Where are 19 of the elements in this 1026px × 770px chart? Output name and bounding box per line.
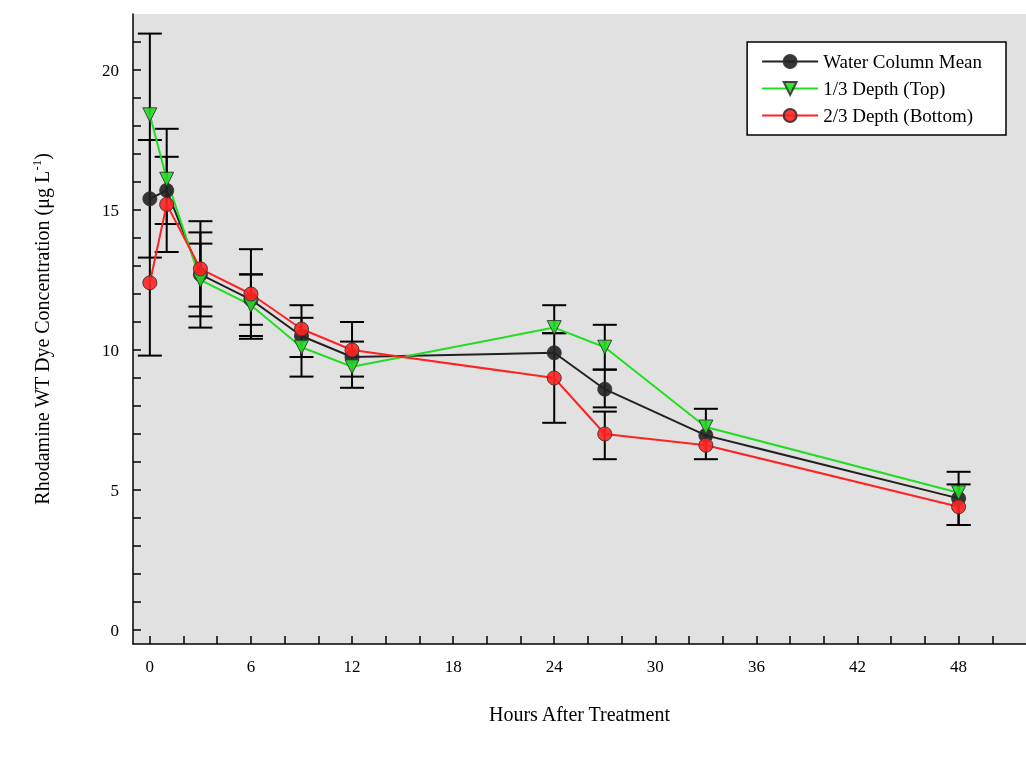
y-tick-label: 15 (102, 200, 119, 220)
x-axis-title: Hours After Treatment (488, 703, 671, 725)
x-tick-label: 6 (246, 657, 256, 676)
x-tick-label: 24 (545, 657, 564, 676)
x-tick-label: 42 (849, 657, 867, 676)
y-axis-title: Rhodamine WT Dye Concentration (μg L-1) (29, 152, 54, 505)
legend-label: Water Column Mean (823, 51, 983, 72)
y-tick-label: 5 (110, 480, 119, 500)
legend-label: 1/3 Depth (Top) (823, 78, 946, 100)
legend-label: 2/3 Depth (Bottom) (823, 105, 974, 127)
x-tick-label: 30 (646, 657, 664, 676)
y-tick-label: 10 (102, 340, 119, 360)
x-tick-label: 0 (145, 657, 155, 676)
x-tick-label: 48 (950, 657, 968, 676)
x-tick-label: 12 (343, 657, 361, 676)
y-tick-label: 0 (110, 620, 119, 640)
y-tick-label: 20 (102, 60, 119, 80)
x-tick-label: 18 (444, 657, 462, 676)
x-tick-label: 36 (747, 657, 765, 676)
